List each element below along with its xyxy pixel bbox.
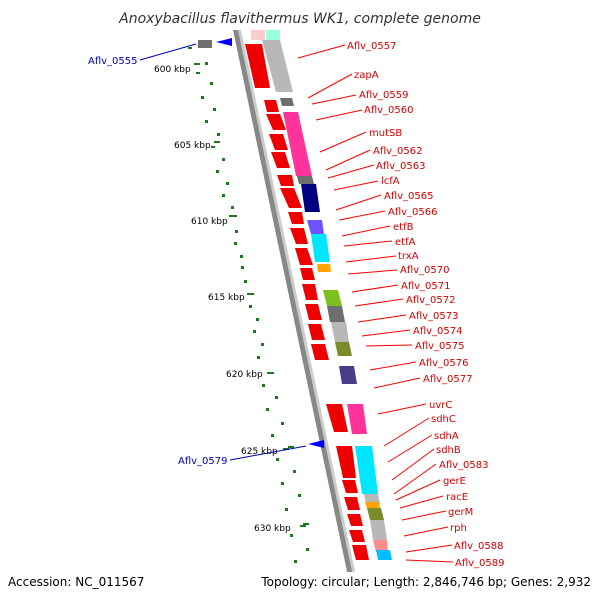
left-label-leader-lines (139, 43, 307, 461)
kbp-label: 630 kbp (254, 524, 291, 534)
kbp-ticks (194, 63, 306, 527)
gene-label: trxA (398, 251, 419, 262)
kbp-label: 600 kbp (154, 65, 191, 75)
gene-label: Aflv_0562 (373, 146, 423, 157)
gene-label: etfA (395, 237, 416, 248)
gene-label: Aflv_0557 (347, 41, 397, 52)
gene-label-left: Aflv_0579 (178, 456, 228, 467)
gene-label: mutSB (369, 128, 402, 139)
gene-label: Aflv_0576 (419, 358, 469, 369)
cds-track-colored (262, 40, 392, 560)
gene-label: Aflv_0560 (364, 105, 414, 116)
gc-skew-dots (205, 62, 297, 563)
gene-label: Aflv_0574 (413, 326, 463, 337)
kbp-label: 620 kbp (226, 370, 263, 380)
kbp-label: 610 kbp (191, 217, 228, 227)
footer-band (0, 572, 600, 600)
gene-label: Aflv_0589 (455, 558, 505, 569)
gene-label: Aflv_0577 (423, 374, 473, 385)
cds-track-red (245, 44, 369, 560)
topology-text: Topology: circular; Length: 2,846,746 bp… (260, 575, 591, 589)
gene-label: Aflv_0570 (400, 265, 450, 276)
gene-label: Aflv_0573 (409, 311, 459, 322)
label-leader-lines (297, 44, 454, 563)
left-strand-genes (198, 38, 324, 448)
gene-label: Aflv_0571 (401, 281, 451, 292)
gene-label: Aflv_0588 (454, 541, 504, 552)
kbp-label: 605 kbp (174, 141, 211, 151)
gene-label-left: Aflv_0555 (88, 56, 138, 67)
gene-label: Aflv_0563 (376, 161, 426, 172)
gene-label: gerE (443, 476, 466, 487)
gene-label: racE (446, 492, 468, 503)
gene-label: rph (450, 523, 467, 534)
backbone-highlight (238, 30, 361, 600)
gene-label: Aflv_0583 (439, 460, 489, 471)
gene-label: zapA (354, 70, 379, 81)
gene-label: Aflv_0575 (415, 341, 465, 352)
gene-label: Aflv_0565 (384, 191, 434, 202)
gene-label: sdhC (431, 414, 456, 425)
map-title: Anoxybacillus flavithermus WK1, complete… (118, 11, 481, 27)
gene-label: Aflv_0559 (359, 90, 409, 101)
gene-label: sdhB (436, 445, 461, 456)
gene-label: Aflv_0572 (406, 295, 456, 306)
kbp-label: 615 kbp (208, 293, 245, 303)
gene-label: uvrC (429, 400, 452, 411)
gene-label: sdhA (434, 431, 459, 442)
accession-text: Accession: NC_011567 (8, 575, 144, 589)
gene-label: gerM (448, 507, 473, 518)
gene-label: lcfA (381, 176, 400, 187)
gene-label: Aflv_0566 (388, 207, 438, 218)
kbp-label: 625 kbp (241, 447, 278, 457)
gene-label: etfB (393, 222, 414, 233)
